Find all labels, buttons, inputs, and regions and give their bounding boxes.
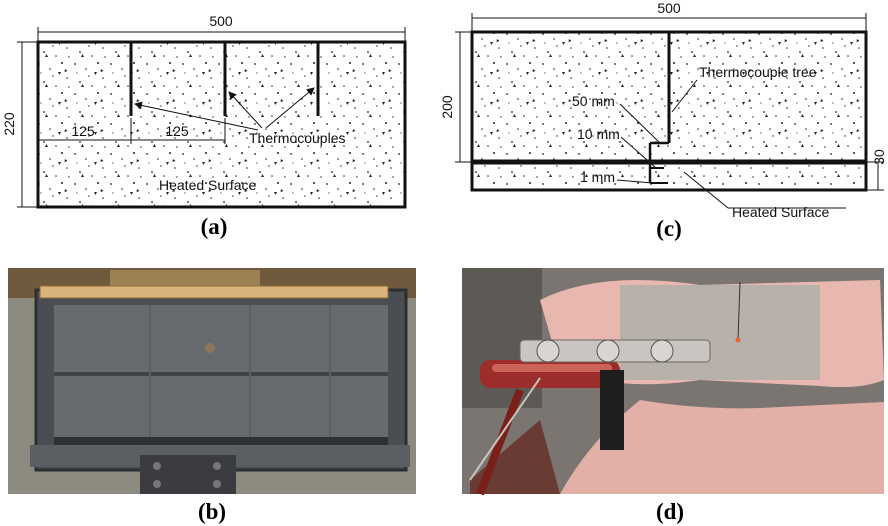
panel-c-1mm-leader — [616, 179, 653, 184]
panel-a-leader-2 — [228, 91, 263, 129]
panel-a-height-label: 220 — [1, 112, 17, 136]
panel-c-50mm-leader — [619, 103, 661, 144]
panel-c-height-label: 200 — [439, 95, 455, 119]
panel-d-specimen-face — [620, 285, 820, 380]
panel-b-caption: (b) — [198, 499, 226, 524]
panel-a-spacing-label-1: 125 — [71, 123, 95, 139]
panel-c-10mm-label: 10 mm — [577, 126, 620, 142]
panel-a-diagram: 500 220 125 125 Thermocouples Heated Sur… — [1, 13, 407, 209]
panel-a-slab — [36, 40, 407, 209]
panel-a-spacing-label-2: 125 — [165, 123, 189, 139]
panel-b-box-interior — [54, 305, 388, 437]
panel-d-clamp — [600, 370, 624, 450]
panel-d-photo — [462, 268, 884, 496]
panel-c-thermocouple-tree-label: Thermocouple tree — [699, 64, 817, 80]
panel-b-mounting-plate — [140, 455, 236, 494]
panel-c-layer-label: 30 — [871, 149, 887, 165]
panel-c-10mm-leader — [620, 136, 656, 168]
panel-a-leader-3 — [265, 87, 315, 129]
panel-a-leader-1 — [134, 101, 259, 131]
panel-a-caption: (a) — [201, 214, 228, 239]
panel-c-heated-surface-leader — [683, 171, 729, 209]
panel-c-1mm-label: 1 mm — [580, 169, 615, 185]
panel-c-50mm-label: 50 mm — [572, 93, 615, 109]
panel-a-width-label: 500 — [209, 13, 233, 29]
panel-c-tree-leader — [671, 79, 698, 113]
panel-c-caption: (c) — [656, 216, 682, 241]
panel-c-width-label: 500 — [657, 0, 681, 16]
panel-b-wooden-strip — [39, 285, 389, 299]
panel-b-photo — [8, 268, 416, 494]
panel-c-heated-surface-label: Heated Surface — [732, 204, 829, 220]
panel-a-thermocouples-label: Thermocouples — [249, 130, 346, 146]
panel-a-heated-surface-label: Heated Surface — [159, 177, 256, 193]
panel-d-caption: (d) — [656, 499, 684, 524]
panel-c-diagram: 500 200 30 Thermocouple tree 50 mm 10 mm… — [439, 0, 887, 220]
panel-d-insulation-bottom — [560, 400, 884, 494]
